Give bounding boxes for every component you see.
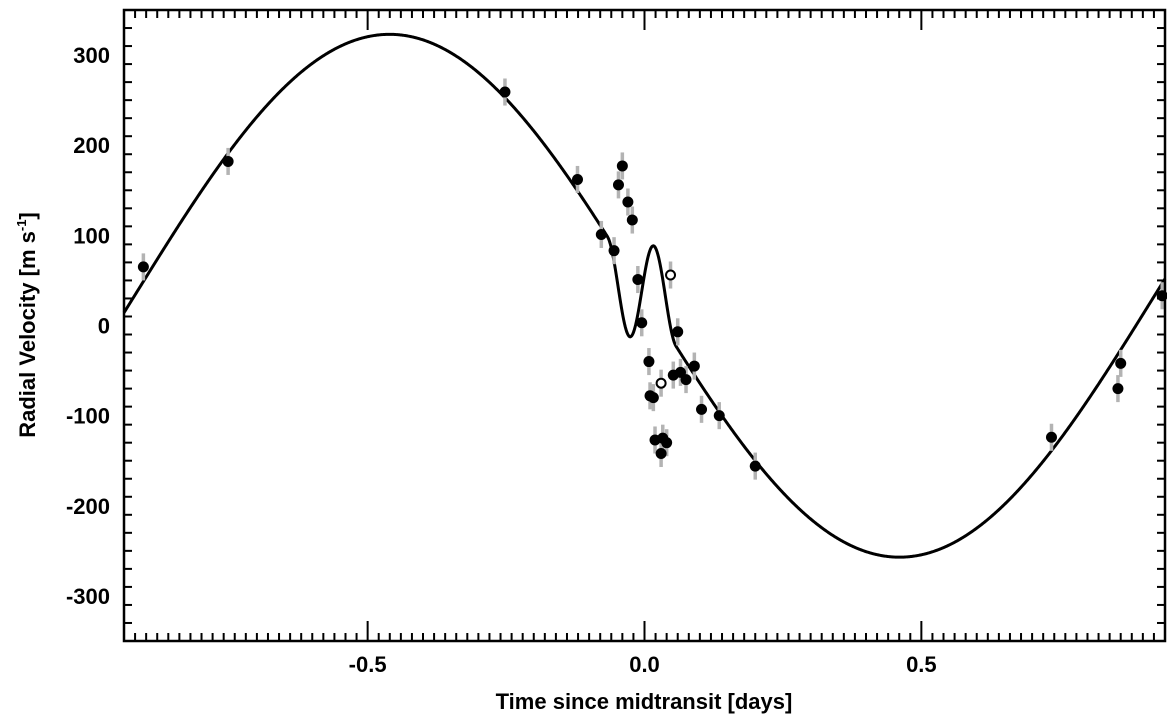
data-point-open bbox=[655, 377, 667, 389]
y-tick-label: 0 bbox=[98, 314, 110, 339]
data-point bbox=[622, 196, 634, 208]
data-point bbox=[713, 410, 725, 422]
data-point bbox=[222, 155, 234, 167]
data-point bbox=[655, 448, 667, 460]
error-bars bbox=[141, 78, 1164, 480]
y-tick-label: 100 bbox=[73, 223, 110, 248]
tick-labels: -0.5 0.0 0.5 -300 -200 -100 0 100 200 300 bbox=[66, 43, 937, 677]
data-point bbox=[1115, 357, 1127, 369]
y-tick-label: -100 bbox=[66, 404, 110, 429]
data-point bbox=[636, 317, 648, 329]
y-axis-title: Radial Velocity [m s-1] bbox=[14, 212, 40, 438]
data-point bbox=[499, 86, 511, 98]
data-point bbox=[688, 360, 700, 372]
data-point bbox=[680, 374, 692, 386]
data-point-open bbox=[665, 269, 677, 281]
x-tick-label: 0.5 bbox=[906, 652, 937, 677]
axis-ticks bbox=[124, 9, 1166, 642]
data-point bbox=[632, 274, 644, 286]
data-point bbox=[571, 173, 583, 185]
data-point bbox=[137, 261, 149, 273]
y-tick-label: 300 bbox=[73, 43, 110, 68]
plot-frame bbox=[122, 8, 1167, 643]
data-point bbox=[696, 403, 708, 415]
data-point bbox=[616, 160, 628, 172]
data-point bbox=[1045, 431, 1057, 443]
data-point bbox=[643, 356, 655, 368]
data-point bbox=[749, 460, 761, 472]
y-tick-label: -200 bbox=[66, 494, 110, 519]
y-tick-label: -300 bbox=[66, 584, 110, 609]
data-point bbox=[1112, 383, 1124, 395]
data-point bbox=[595, 228, 607, 240]
y-tick-label: 200 bbox=[73, 133, 110, 158]
x-tick-label: -0.5 bbox=[349, 652, 387, 677]
x-tick-label: 0.0 bbox=[629, 652, 660, 677]
model-curve bbox=[122, 32, 1167, 559]
data-point bbox=[672, 326, 684, 338]
data-point bbox=[626, 214, 638, 226]
data-point bbox=[608, 245, 620, 257]
data-point bbox=[612, 179, 624, 191]
data-points bbox=[137, 86, 1167, 472]
x-axis-title: Time since midtransit [days] bbox=[496, 689, 793, 714]
data-point bbox=[661, 437, 673, 449]
data-point bbox=[647, 392, 659, 404]
